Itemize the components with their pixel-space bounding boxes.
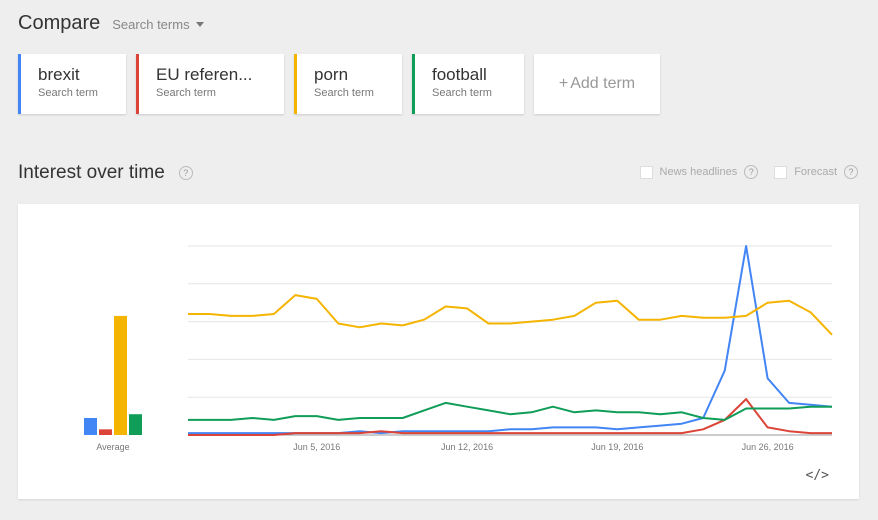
term-type-label: Search term bbox=[432, 87, 492, 99]
interest-over-time-heading: Interest over time ? bbox=[18, 162, 193, 184]
average-bar bbox=[129, 414, 142, 435]
news-headlines-option: News headlines ? bbox=[639, 165, 759, 179]
term-card-eu-referendum[interactable]: EU referen... Search term bbox=[136, 54, 284, 114]
news-headlines-label: News headlines bbox=[659, 166, 738, 178]
series-line-porn bbox=[188, 294, 833, 336]
term-type-label: Search term bbox=[156, 87, 216, 99]
term-label: brexit bbox=[38, 65, 80, 84]
x-tick-label: Jun 5, 2016 bbox=[293, 442, 340, 452]
search-terms-label: Search terms bbox=[112, 17, 190, 32]
forecast-checkbox[interactable] bbox=[774, 165, 788, 179]
term-card-brexit[interactable]: brexit Search term bbox=[18, 54, 126, 114]
term-type-label: Search term bbox=[38, 87, 98, 99]
compare-header: Compare Search terms bbox=[18, 12, 204, 35]
term-type-label: Search term bbox=[314, 87, 374, 99]
x-tick-label: Jun 19, 2016 bbox=[591, 442, 643, 452]
section-title: Interest over time bbox=[18, 162, 165, 183]
average-bar bbox=[114, 315, 127, 435]
help-icon[interactable]: ? bbox=[844, 165, 858, 179]
embed-code-icon[interactable]: </> bbox=[805, 468, 829, 483]
term-label: football bbox=[432, 65, 487, 84]
series-line-brexit bbox=[188, 245, 833, 435]
forecast-label: Forecast bbox=[794, 166, 837, 178]
term-card-porn[interactable]: porn Search term bbox=[294, 54, 402, 114]
forecast-option: Forecast ? bbox=[774, 165, 858, 179]
term-label: EU referen... bbox=[156, 65, 253, 84]
interest-chart: Jun 5, 2016 Jun 12, 2016 Jun 19, 2016 Jun 2… bbox=[84, 245, 833, 452]
chevron-down-icon bbox=[195, 22, 204, 27]
page-title: Compare bbox=[18, 12, 101, 34]
chart-options: News headlines ? Forecast ? bbox=[624, 165, 858, 179]
x-tick-label: Jun 26, 2016 bbox=[742, 442, 794, 452]
add-term-button[interactable]: + Add term bbox=[534, 54, 660, 114]
term-label: porn bbox=[314, 65, 349, 84]
term-cards: brexit Search term EU referen... Search … bbox=[18, 54, 660, 114]
help-icon[interactable]: ? bbox=[178, 166, 193, 180]
average-bar bbox=[99, 429, 112, 435]
plus-icon: + bbox=[558, 75, 569, 92]
news-headlines-checkbox[interactable] bbox=[639, 165, 653, 179]
add-term-label: Add term bbox=[570, 75, 636, 92]
term-card-football[interactable]: football Search term bbox=[412, 54, 524, 114]
x-tick-label: Jun 12, 2016 bbox=[441, 442, 493, 452]
interest-chart-card: Jun 5, 2016 Jun 12, 2016 Jun 19, 2016 Jun 2… bbox=[18, 204, 859, 499]
series-line-football bbox=[188, 401, 832, 421]
average-bar bbox=[84, 417, 97, 435]
help-icon[interactable]: ? bbox=[744, 165, 759, 179]
average-label: Average bbox=[96, 442, 129, 452]
search-terms-dropdown[interactable]: Search terms bbox=[112, 17, 204, 32]
